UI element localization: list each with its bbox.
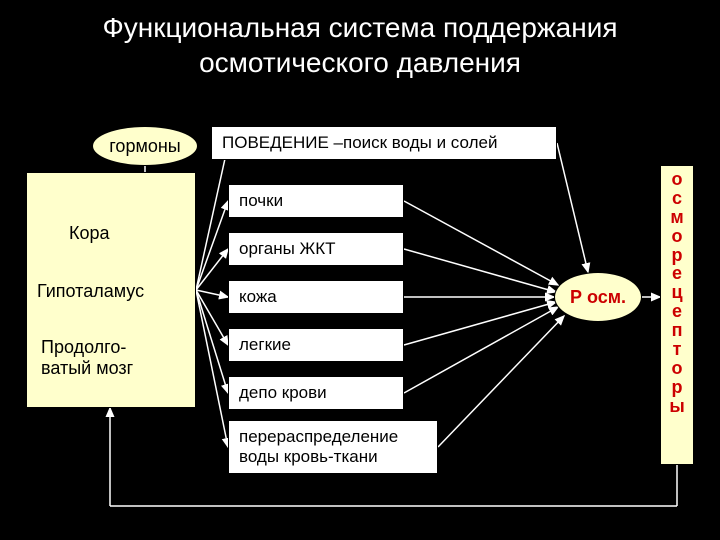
node-behavior: ПОВЕДЕНИЕ –поиск воды и солей xyxy=(211,126,557,160)
label-medulla: Продолго- ватый мозг xyxy=(41,337,133,379)
node-skin: кожа xyxy=(228,280,404,314)
node-lungs: легкие xyxy=(228,328,404,362)
node-kidneys: почки xyxy=(228,184,404,218)
receptors-panel: о с м о р е ц е п т о р ы xyxy=(660,165,694,465)
label-cortex: Кора xyxy=(69,223,110,244)
node-posm: Р осм. xyxy=(554,272,642,322)
brain-panel: Кора Гипоталамус Продолго- ватый мозг xyxy=(26,172,196,408)
node-hormones: гормоны xyxy=(92,126,198,166)
node-blood-depot: депо крови xyxy=(228,376,404,410)
diagram-title: Функциональная система поддержания осмот… xyxy=(0,0,720,85)
node-git: органы ЖКТ xyxy=(228,232,404,266)
label-hypothalamus: Гипоталамус xyxy=(37,281,144,302)
node-redistribution: перераспределение воды кровь-ткани xyxy=(228,420,438,474)
